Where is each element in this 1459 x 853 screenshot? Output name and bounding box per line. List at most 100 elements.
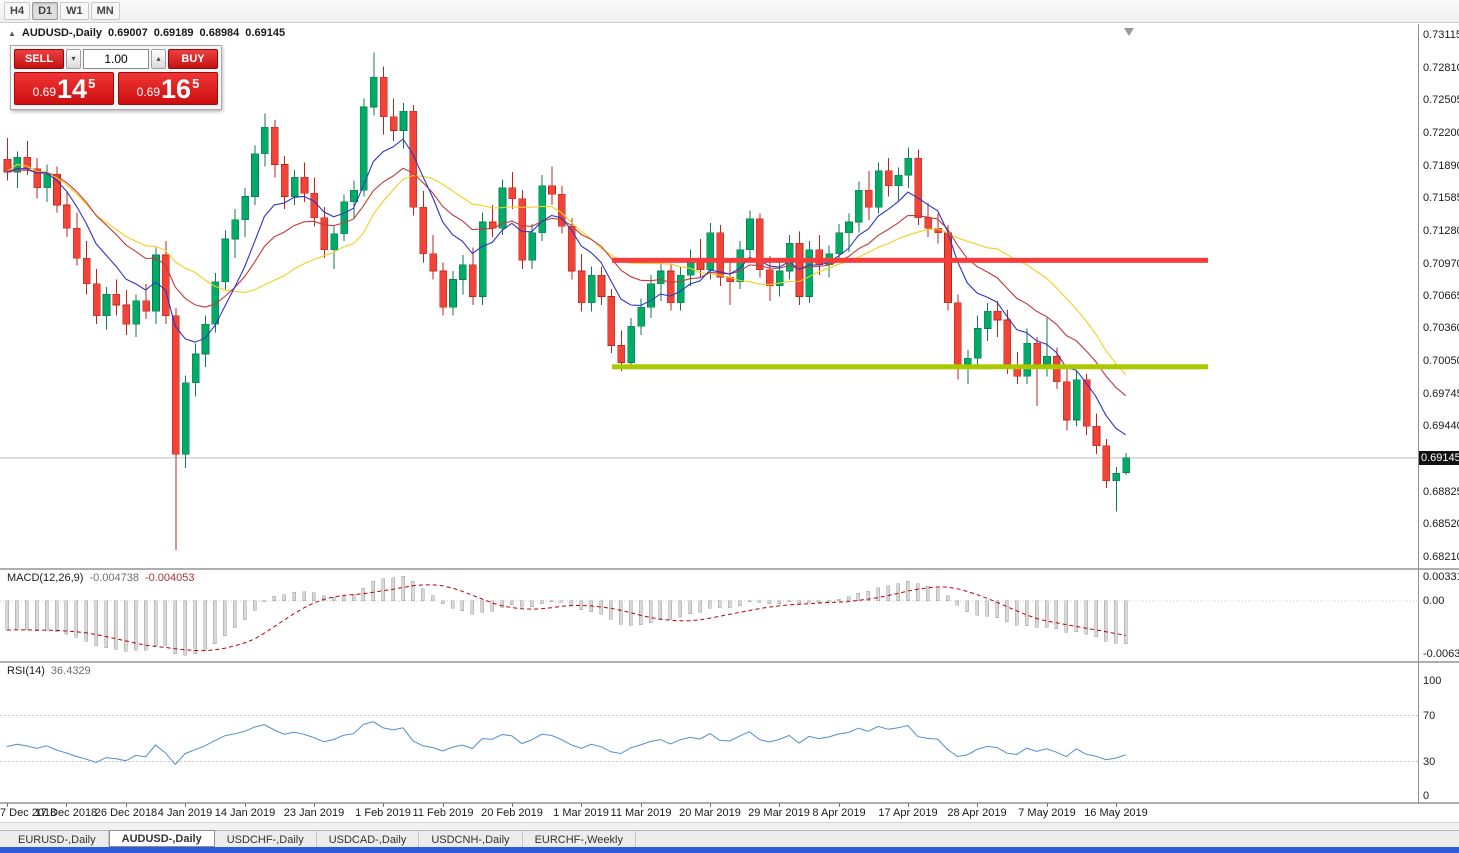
price-axis-label: 0.71280 <box>1423 225 1459 237</box>
price-axis-label: 0.72200 <box>1423 127 1459 139</box>
date-axis-label: 8 Apr 2019 <box>812 807 866 819</box>
date-tick-mark <box>779 803 780 807</box>
date-tick-mark <box>581 803 582 807</box>
chart-title: ▲ AUDUSD-,Daily 0.69007 0.69189 0.68984 … <box>8 27 285 39</box>
tab-eurusd-daily[interactable]: EURUSD-,Daily <box>6 831 109 847</box>
timeframe-button-d1[interactable]: D1 <box>32 2 59 20</box>
ohlc-low: 0.68984 <box>199 27 240 39</box>
date-tick-mark <box>443 803 444 807</box>
macd-main-value: -0.004738 <box>89 572 139 584</box>
buy-button[interactable]: BUY <box>168 49 218 69</box>
rsi-name: RSI(14) <box>7 665 45 677</box>
price-axis-label: 0.72505 <box>1423 94 1459 106</box>
taskbar-sliver <box>0 847 1459 853</box>
date-tick-mark <box>66 803 67 807</box>
trade-prices-row: 0.69 14 5 0.69 16 5 <box>14 72 218 105</box>
resistance-line[interactable] <box>612 257 1208 263</box>
tab-usdcnh-daily[interactable]: USDCNH-,Daily <box>419 831 523 847</box>
candles <box>3 52 1130 550</box>
date-axis-label: 29 Mar 2019 <box>748 807 810 819</box>
lot-decrease-button[interactable]: ▾ <box>66 49 81 69</box>
buy-price-big-digits: 16 <box>161 74 192 104</box>
horizontal-scrollbar[interactable] <box>0 822 1459 830</box>
macd-histogram <box>5 575 1128 656</box>
price-axis-label: 0.71890 <box>1423 160 1459 172</box>
rsi-panel-splitter[interactable] <box>0 661 1459 663</box>
date-axis-label: 1 Feb 2019 <box>355 807 411 819</box>
macd-axis-max: 0.003319 <box>1423 571 1459 583</box>
date-axis-label: 20 Mar 2019 <box>679 807 741 819</box>
price-axis-label: 0.68520 <box>1423 518 1459 530</box>
macd-label: MACD(12,26,9) -0.004738 -0.004053 <box>7 572 195 584</box>
price-axis-label: 0.68210 <box>1423 551 1459 563</box>
buy-price-display[interactable]: 0.69 16 5 <box>118 72 218 105</box>
price-axis-label: 0.70665 <box>1423 290 1459 302</box>
date-tick-mark <box>641 803 642 807</box>
current-price-tag: 0.69145 <box>1419 451 1459 465</box>
lot-increase-button[interactable]: ▴ <box>151 49 166 69</box>
date-tick-mark <box>1047 803 1048 807</box>
date-tick-mark <box>7 803 8 807</box>
rsi-label: RSI(14) 36.4329 <box>7 665 91 677</box>
date-tick-mark <box>185 803 186 807</box>
date-tick-mark <box>839 803 840 807</box>
rsi-axis-label: 100 <box>1423 675 1442 687</box>
macd-panel-splitter[interactable] <box>0 568 1459 570</box>
moving-average-lines <box>6 138 1127 436</box>
support-line[interactable] <box>612 364 1208 370</box>
sell-button[interactable]: SELL <box>14 49 64 69</box>
ohlc-close: 0.69145 <box>245 27 286 39</box>
date-axis-label: 4 Jan 2019 <box>157 807 213 819</box>
price-axis-label: 0.68825 <box>1423 486 1459 498</box>
date-tick-mark <box>908 803 909 807</box>
macd-name: MACD(12,26,9) <box>7 572 84 584</box>
timeframe-button-h4[interactable]: H4 <box>4 2 31 20</box>
date-axis-label: 28 Apr 2019 <box>947 807 1007 819</box>
date-tick-mark <box>710 803 711 807</box>
sell-price-pipette: 5 <box>88 76 96 91</box>
date-axis-label: 14 Jan 2019 <box>214 807 276 819</box>
price-axis-label: 0.70050 <box>1423 355 1459 367</box>
ohlc-open: 0.69007 <box>108 27 148 39</box>
tab-usdcad-daily[interactable]: USDCAD-,Daily <box>317 831 420 847</box>
timeframe-switcher: H4 D1 W1 MN <box>4 2 122 20</box>
tab-eurchf-weekly[interactable]: EURCHF-,Weekly <box>523 831 636 847</box>
price-chart-canvas[interactable] <box>0 24 1418 803</box>
rsi-axis-label: 70 <box>1423 710 1436 722</box>
price-axis-label: 0.70970 <box>1423 258 1459 270</box>
rsi-axis-label: 30 <box>1423 756 1436 768</box>
rsi-axis-label: 0 <box>1423 790 1430 802</box>
date-axis-separator <box>0 802 1459 804</box>
chevron-up-icon: ▴ <box>156 54 161 63</box>
timeframe-toolbar: H4 D1 W1 MN <box>0 0 1459 23</box>
chart-window-icon: ▲ <box>8 28 16 38</box>
date-tick-mark <box>383 803 384 807</box>
date-axis-label: 11 Mar 2019 <box>610 807 672 819</box>
tab-audusd-daily[interactable]: AUDUSD-,Daily <box>108 830 215 847</box>
tab-usdchf-daily[interactable]: USDCHF-,Daily <box>215 831 317 847</box>
sell-price-display[interactable]: 0.69 14 5 <box>14 72 114 105</box>
chevron-down-icon: ▾ <box>71 54 76 63</box>
trade-controls-row: SELL ▾ ▴ BUY <box>14 49 218 69</box>
price-axis-label: 0.73115 <box>1423 29 1459 41</box>
price-axis-label: 0.69745 <box>1423 388 1459 400</box>
rsi-line <box>6 721 1126 766</box>
timeframe-button-mn[interactable]: MN <box>90 2 120 20</box>
lot-size-input[interactable] <box>83 49 149 69</box>
one-click-trading-panel: SELL ▾ ▴ BUY 0.69 14 5 0.69 16 5 <box>10 45 222 110</box>
date-axis-label: 11 Feb 2019 <box>412 807 474 819</box>
price-scale-separator <box>1418 24 1419 803</box>
date-axis-label: 7 Dec 2018 <box>0 807 57 819</box>
sell-price-prefix: 0.69 <box>32 85 57 99</box>
date-axis-label: 20 Feb 2019 <box>481 807 543 819</box>
price-axis-label: 0.69440 <box>1423 420 1459 432</box>
macd-axis-min: -0.006325 <box>1423 648 1459 660</box>
ohlc-high: 0.69189 <box>153 27 194 39</box>
chart-shift-marker-icon[interactable] <box>1124 28 1134 36</box>
date-axis-label: 17 Dec 2018 <box>34 807 98 819</box>
chart-tabbar: EURUSD-,Daily AUDUSD-,Daily USDCHF-,Daily U… <box>0 830 1459 847</box>
date-axis-label: 1 Mar 2019 <box>553 807 609 819</box>
rsi-value: 36.4329 <box>50 665 91 677</box>
timeframe-button-w1[interactable]: W1 <box>60 2 89 20</box>
